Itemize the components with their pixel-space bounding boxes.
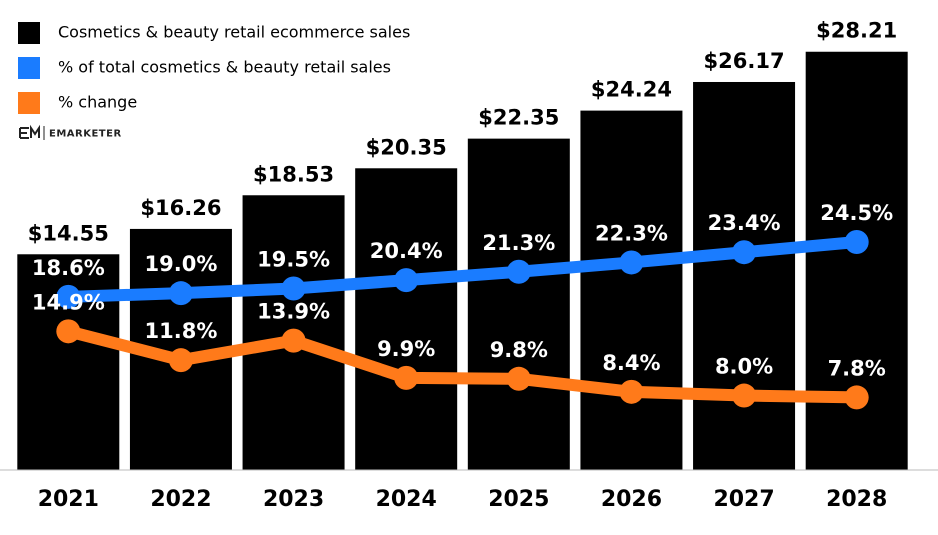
bar-value-label: $20.35: [366, 135, 447, 159]
x-tick-label: 2027: [713, 487, 774, 512]
bar-value-label: $18.53: [253, 162, 334, 186]
bar: [467, 138, 570, 471]
line: [68, 236, 858, 303]
line-marker: [168, 348, 193, 373]
brand: EMARKETER: [49, 129, 122, 140]
line-marker: [506, 259, 531, 284]
x-tick-label: 2024: [376, 487, 437, 512]
line-value-label: 14.9%: [32, 290, 105, 314]
line-value-label: 22.3%: [595, 221, 668, 245]
line-marker: [56, 284, 81, 309]
legend: Cosmetics & beauty retail ecommerce sale…: [18, 22, 410, 114]
bar-value-label: $28.21: [816, 19, 897, 43]
x-tick-label: 2021: [38, 487, 99, 512]
line-marker: [844, 229, 869, 254]
bar-value-label: $24.24: [591, 78, 672, 102]
line-value-label: 20.4%: [370, 239, 443, 263]
bar-value-label: $14.55: [28, 221, 109, 245]
legend-swatch: [18, 92, 40, 114]
x-tick-label: 2023: [263, 487, 324, 512]
line-value-label: 8.0%: [715, 355, 773, 379]
line-value-label: 23.4%: [708, 211, 781, 235]
legend-label: Cosmetics & beauty retail ecommerce sale…: [58, 23, 410, 42]
line-value-label: 8.4%: [602, 351, 660, 375]
bar: [355, 168, 458, 470]
legend-label: % of total cosmetics & beauty retail sal…: [58, 58, 391, 77]
line-value-label: 21.3%: [482, 231, 555, 255]
line-marker: [394, 365, 419, 390]
x-tick-label: 2022: [150, 487, 211, 512]
x-tick-label: 2028: [826, 487, 887, 512]
line-value-label: 19.0%: [145, 252, 218, 276]
line-value-label: 13.9%: [257, 300, 330, 324]
line-value-label: 19.5%: [257, 248, 330, 272]
bar: [580, 110, 683, 470]
line-marker: [732, 240, 757, 265]
brand-logo: EMARKETER: [19, 124, 122, 140]
labels: $14.55 $16.26 $18.53 $20.35 $22.35 $24.24 $26.…: [28, 19, 897, 381]
line-value-label: 9.9%: [377, 337, 435, 361]
legend-swatch: [18, 22, 40, 44]
line-marker: [619, 250, 644, 275]
line-marker: [619, 379, 644, 404]
line-marker: [506, 366, 531, 391]
legend-label: % change: [58, 93, 137, 112]
line-value-label: 7.8%: [828, 356, 886, 380]
line-marker: [844, 385, 869, 410]
bar-value-label: $26.17: [704, 49, 785, 73]
line-marker: [281, 276, 306, 301]
lines: [56, 229, 869, 410]
bar: [693, 81, 796, 470]
line-value-label: 11.8%: [145, 319, 218, 343]
line: [66, 325, 857, 404]
line-value-label: 9.8%: [490, 338, 548, 362]
x-tick-label: 2026: [601, 487, 662, 512]
bar-value-label: $16.26: [140, 196, 221, 220]
bar-value-label: $22.35: [478, 106, 559, 130]
logo-icon: [19, 124, 40, 139]
legend-swatch: [18, 57, 40, 79]
line-marker: [56, 319, 81, 344]
line-marker: [732, 383, 757, 408]
line-value-label: 18.6%: [32, 256, 105, 280]
line-value-label: 24.5%: [820, 201, 893, 225]
line-marker: [168, 281, 193, 306]
line-marker: [394, 268, 419, 293]
line-marker: [281, 328, 306, 353]
x-tick-label: 2025: [488, 487, 549, 512]
